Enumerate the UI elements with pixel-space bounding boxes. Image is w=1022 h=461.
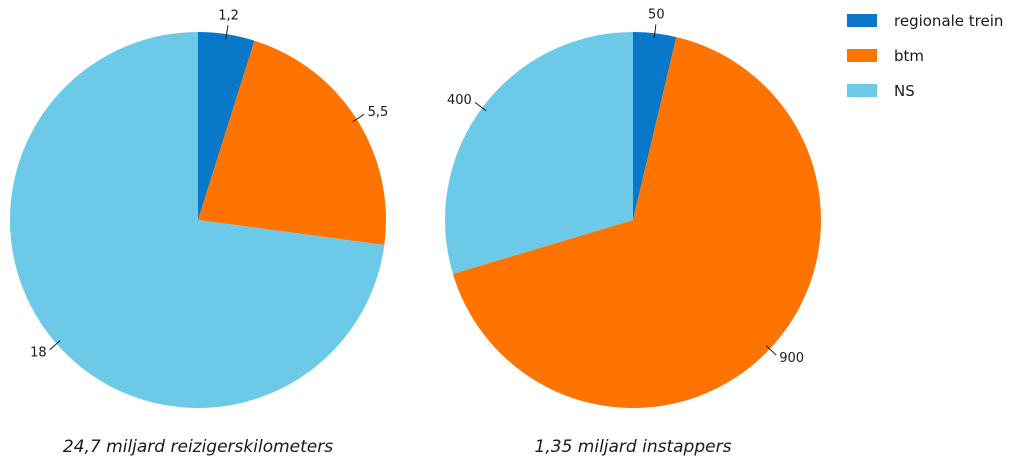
pie-0-value-label-regionale_trein: 1,2 <box>218 8 239 23</box>
pie-0-leader-btm <box>352 113 365 123</box>
pie-1-value-label-NS: 400 <box>447 93 472 108</box>
legend-item-btm: btm <box>847 47 924 65</box>
legend-swatch-btm <box>847 49 877 62</box>
legend-item-regionale-trein: regionale trein <box>847 12 1003 30</box>
caption-reizigerskilometers: 24,7 miljard reizigerskilometers <box>63 437 333 457</box>
pie-0-value-label-NS: 18 <box>30 345 47 360</box>
pie-0-slice-regionale_trein <box>198 32 255 220</box>
pie-1-slice-btm <box>452 37 821 408</box>
caption-instappers: 1,35 miljard instappers <box>535 437 732 457</box>
pie-0-leader-NS <box>49 340 61 351</box>
pie-0-leader-regionale_trein <box>225 25 229 40</box>
pie-chart-reizigerskilometers: 1,2 5,5 18 <box>9 8 389 408</box>
pie-1-slice-NS <box>444 32 633 274</box>
pie-1-leader-NS <box>474 101 487 112</box>
pie-1-leader-regionale_trein <box>653 24 657 39</box>
pie-0-value-label-btm: 5,5 <box>368 105 389 120</box>
legend: regionale trein btm NS <box>847 12 1003 100</box>
pie-1-leader-btm <box>765 345 777 356</box>
legend-swatch-NS <box>847 84 877 97</box>
pie-0-slice-btm <box>198 40 386 246</box>
pie-1-value-label-regionale_trein: 50 <box>648 7 665 22</box>
legend-label-NS: NS <box>894 82 915 100</box>
legend-label-btm: btm <box>894 47 924 65</box>
pie-chart-instappers: 50 900 400 <box>444 7 821 408</box>
legend-item-NS: NS <box>847 82 915 100</box>
pie-0-slice-NS <box>9 32 385 408</box>
pie-1-slice-regionale_trein <box>633 32 677 220</box>
legend-swatch-regionale-trein <box>847 14 877 27</box>
legend-label-regionale-trein: regionale trein <box>894 12 1003 30</box>
pie-1-value-label-btm: 900 <box>779 351 804 366</box>
